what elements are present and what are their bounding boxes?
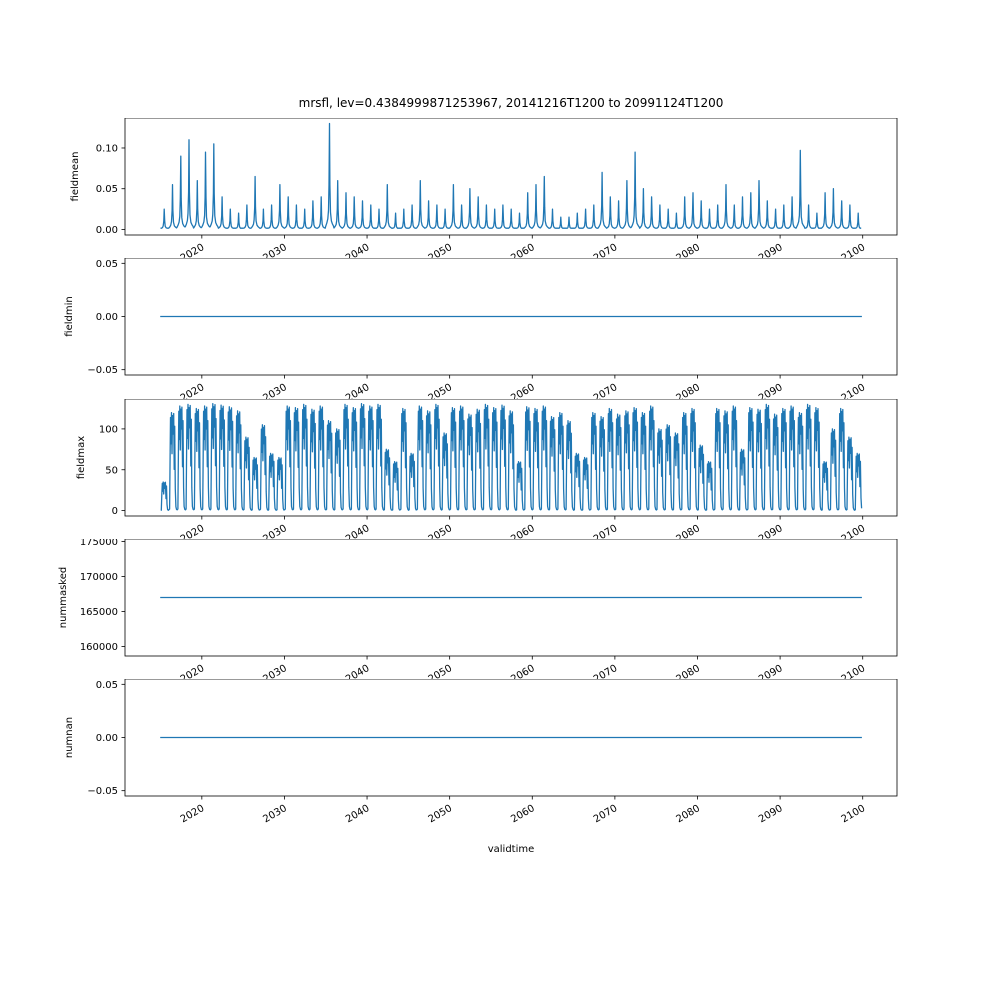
figure-title: mrsfl, lev=0.4384999871253967, 20141216T…: [298, 96, 724, 110]
y-tick-label: −0.05: [87, 786, 118, 797]
x-tick-label: 2100: [840, 803, 868, 825]
y-axis-label-fieldmean: fieldmean: [70, 152, 81, 202]
x-tick-label: 2050: [427, 803, 455, 825]
x-tick-label: 2080: [674, 803, 702, 825]
y-tick-label: 0.00: [96, 733, 118, 744]
axes-spines: [124, 538, 898, 657]
x-tick-label: 2090: [757, 803, 785, 825]
y-tick-label: 100: [99, 424, 118, 435]
y-tick-label: 175000: [80, 539, 118, 548]
axes-spines: [124, 118, 898, 236]
y-tick-label: 165000: [80, 607, 118, 618]
x-tick-label: 2040: [344, 803, 372, 825]
y-axis-label-nummasked: nummasked: [58, 567, 69, 628]
y-tick-label: 160000: [80, 642, 118, 653]
x-tick-label: 2070: [592, 803, 620, 825]
x-axis-label: validtime: [487, 844, 535, 855]
y-axis-label-fieldmax: fieldmax: [76, 435, 87, 478]
y-axis-label-numnan: numnan: [64, 717, 75, 758]
x-tick-label: 2020: [179, 803, 207, 825]
x-tick-label: 2060: [509, 803, 537, 825]
y-tick-label: 50: [105, 465, 118, 476]
y-tick-label: 170000: [80, 572, 118, 583]
y-axis-label-fieldmin: fieldmin: [64, 297, 75, 337]
y-tick-label: 0.00: [96, 225, 118, 236]
y-tick-label: 0: [112, 506, 118, 517]
y-tick-label: 0.00: [96, 312, 118, 323]
y-tick-label: −0.05: [87, 365, 118, 376]
y-tick-label: 0.05: [96, 680, 118, 691]
y-tick-label: 0.10: [96, 143, 118, 154]
axes-spines: [124, 398, 898, 516]
series-line-fieldmean: [160, 122, 862, 229]
y-tick-label: 0.05: [96, 259, 118, 270]
subplot-numnan: −0.05 0.00 0.05 2020 2030 2040 2050 2060 2070 208…: [64, 679, 898, 826]
x-tick-label: 2030: [261, 803, 289, 825]
y-tick-label: 0.05: [96, 184, 118, 195]
series-line-fieldmax: [160, 402, 863, 511]
